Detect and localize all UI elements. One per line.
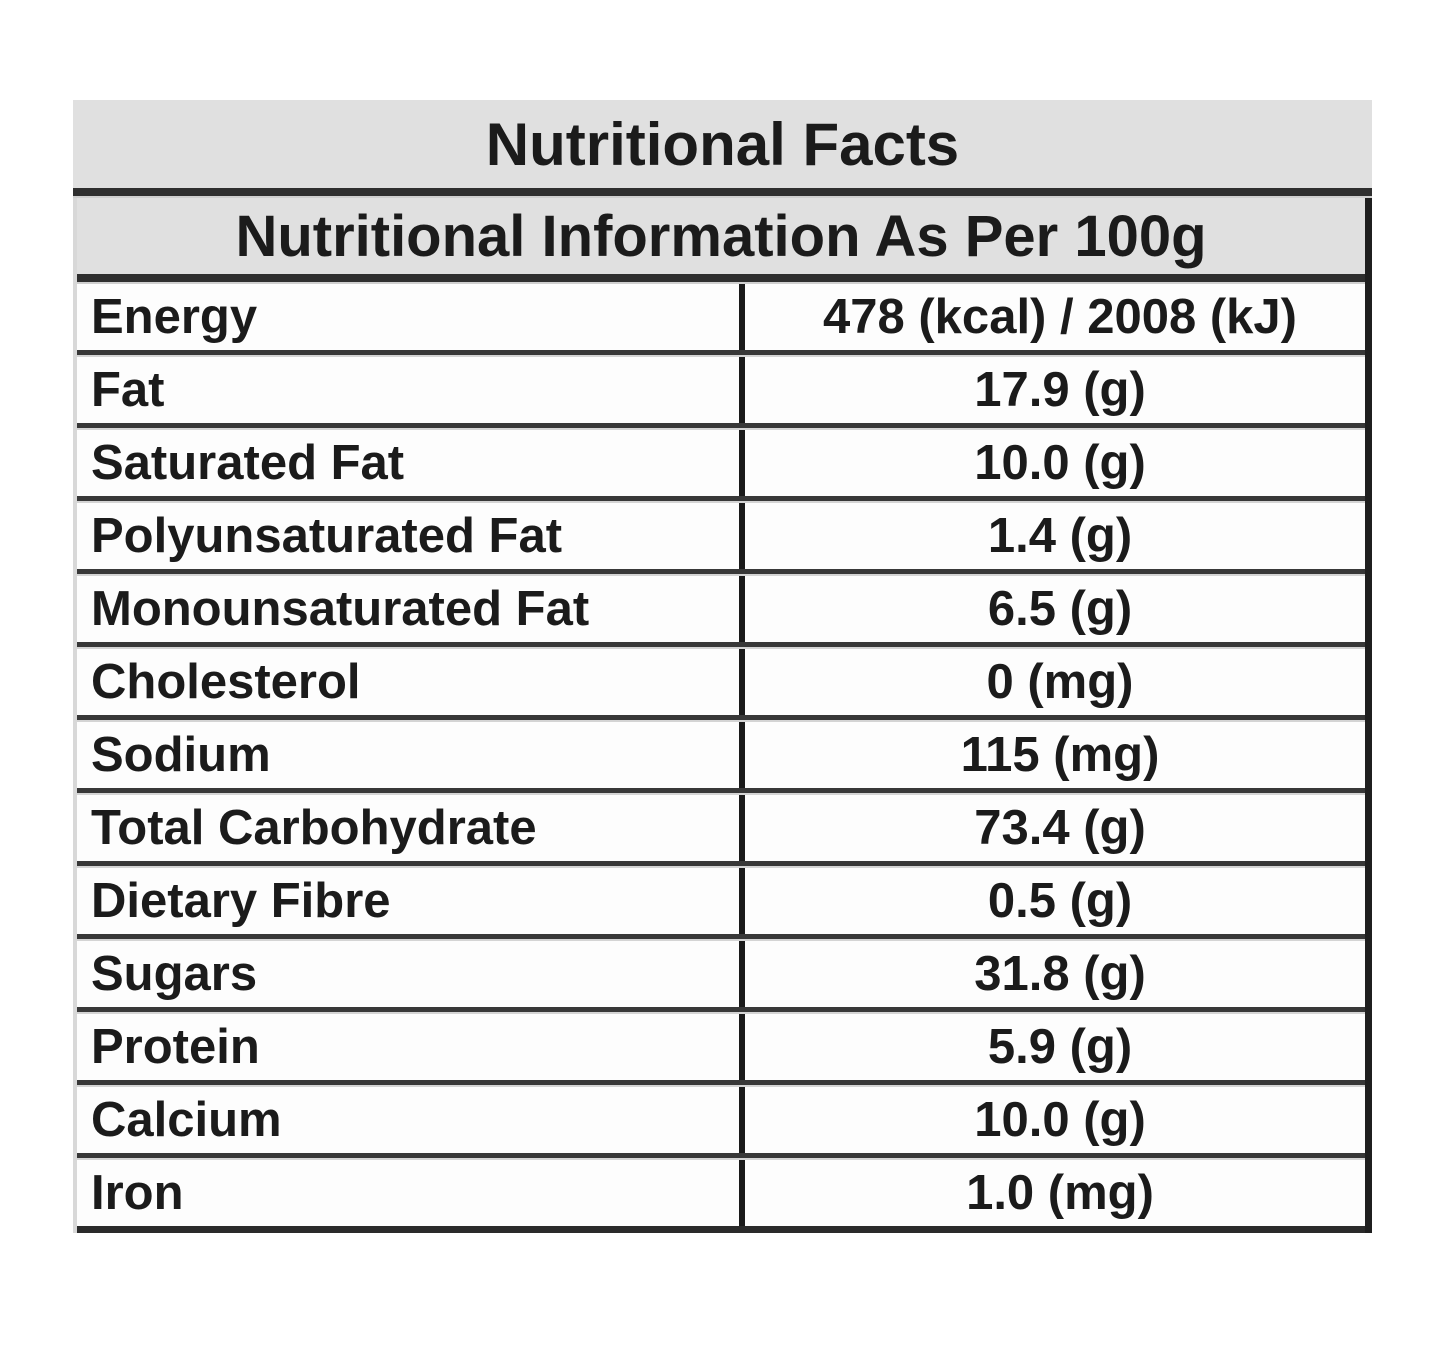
row-divider xyxy=(77,423,1365,430)
nutrient-value: 478 (kcal) / 2008 (kJ) xyxy=(823,290,1297,344)
nutrient-value: 73.4 (g) xyxy=(974,801,1146,855)
nutrient-value: 5.9 (g) xyxy=(987,1020,1133,1074)
table-subtitle: Nutritional Information As Per 100g xyxy=(235,203,1207,269)
table-row: Polyunsaturated Fat 1.4 (g) xyxy=(77,503,1365,569)
nutrient-label: Cholesterol xyxy=(91,655,361,709)
nutrient-label: Calcium xyxy=(91,1093,282,1147)
table-row: Fat 17.9 (g) xyxy=(77,357,1365,423)
nutrient-value: 6.5 (g) xyxy=(987,582,1133,636)
nutrient-label: Polyunsaturated Fat xyxy=(91,509,563,563)
row-divider xyxy=(77,1080,1365,1087)
nutrient-value: 10.0 (g) xyxy=(974,1093,1146,1147)
nutrient-label: Sugars xyxy=(91,947,258,1001)
table-rows: Energy 478 (kcal) / 2008 (kJ) Fat 17.9 (… xyxy=(77,284,1365,1226)
row-divider xyxy=(77,1007,1365,1014)
nutrient-label: Total Carbohydrate xyxy=(91,801,537,855)
nutrient-label: Iron xyxy=(91,1166,184,1220)
nutrient-value: 115 (mg) xyxy=(960,728,1160,782)
nutrient-label: Dietary Fibre xyxy=(91,874,391,928)
column-divider xyxy=(739,941,745,1007)
nutrient-value: 10.0 (g) xyxy=(974,436,1146,490)
nutrient-value: 1.4 (g) xyxy=(987,509,1133,563)
row-divider xyxy=(77,350,1365,357)
table-body: Nutritional Information As Per 100g Ener… xyxy=(73,198,1372,1233)
table-row: Total Carbohydrate 73.4 (g) xyxy=(77,795,1365,861)
nutrition-facts-table: Nutritional Facts Nutritional Informatio… xyxy=(73,100,1372,1233)
table-row: Saturated Fat 10.0 (g) xyxy=(77,430,1365,496)
column-divider xyxy=(739,284,745,350)
table-row: Sugars 31.8 (g) xyxy=(77,941,1365,1007)
nutrient-value: 0.5 (g) xyxy=(987,874,1133,928)
column-divider xyxy=(739,357,745,423)
column-divider xyxy=(739,1160,745,1226)
row-divider xyxy=(77,715,1365,722)
column-divider xyxy=(739,795,745,861)
row-divider xyxy=(77,496,1365,503)
table-subtitle-row: Nutritional Information As Per 100g xyxy=(77,198,1365,274)
row-divider xyxy=(77,569,1365,576)
row-divider xyxy=(77,1153,1365,1160)
table-row: Energy 478 (kcal) / 2008 (kJ) xyxy=(77,284,1365,350)
row-divider xyxy=(77,861,1365,868)
nutrient-label: Monounsaturated Fat xyxy=(91,582,590,636)
row-divider xyxy=(77,934,1365,941)
table-row: Iron 1.0 (mg) xyxy=(77,1160,1365,1226)
table-title: Nutritional Facts xyxy=(485,110,960,178)
column-divider xyxy=(739,722,745,788)
nutrient-label: Protein xyxy=(91,1020,260,1074)
table-row: Monounsaturated Fat 6.5 (g) xyxy=(77,576,1365,642)
table-row: Sodium 115 (mg) xyxy=(77,722,1365,788)
column-divider xyxy=(739,430,745,496)
column-divider xyxy=(739,503,745,569)
nutrient-label: Saturated Fat xyxy=(91,436,405,490)
table-row: Calcium 10.0 (g) xyxy=(77,1087,1365,1153)
column-divider xyxy=(739,649,745,715)
column-divider xyxy=(739,576,745,642)
table-title-row: Nutritional Facts xyxy=(73,100,1372,188)
column-divider xyxy=(739,1014,745,1080)
table-row: Cholesterol 0 (mg) xyxy=(77,649,1365,715)
title-divider xyxy=(73,188,1372,198)
row-divider xyxy=(77,788,1365,795)
row-divider xyxy=(77,642,1365,649)
subtitle-divider xyxy=(77,274,1365,284)
nutrient-value: 17.9 (g) xyxy=(974,363,1146,417)
nutrient-value: 31.8 (g) xyxy=(974,947,1146,1001)
nutrient-value: 0 (mg) xyxy=(986,655,1134,709)
column-divider xyxy=(739,1087,745,1153)
table-bottom-border xyxy=(77,1226,1365,1233)
nutrient-label: Sodium xyxy=(91,728,271,782)
table-row: Dietary Fibre 0.5 (g) xyxy=(77,868,1365,934)
nutrient-label: Energy xyxy=(91,290,258,344)
column-divider xyxy=(739,868,745,934)
nutrient-label: Fat xyxy=(91,363,165,417)
table-row: Protein 5.9 (g) xyxy=(77,1014,1365,1080)
nutrient-value: 1.0 (mg) xyxy=(966,1166,1154,1220)
